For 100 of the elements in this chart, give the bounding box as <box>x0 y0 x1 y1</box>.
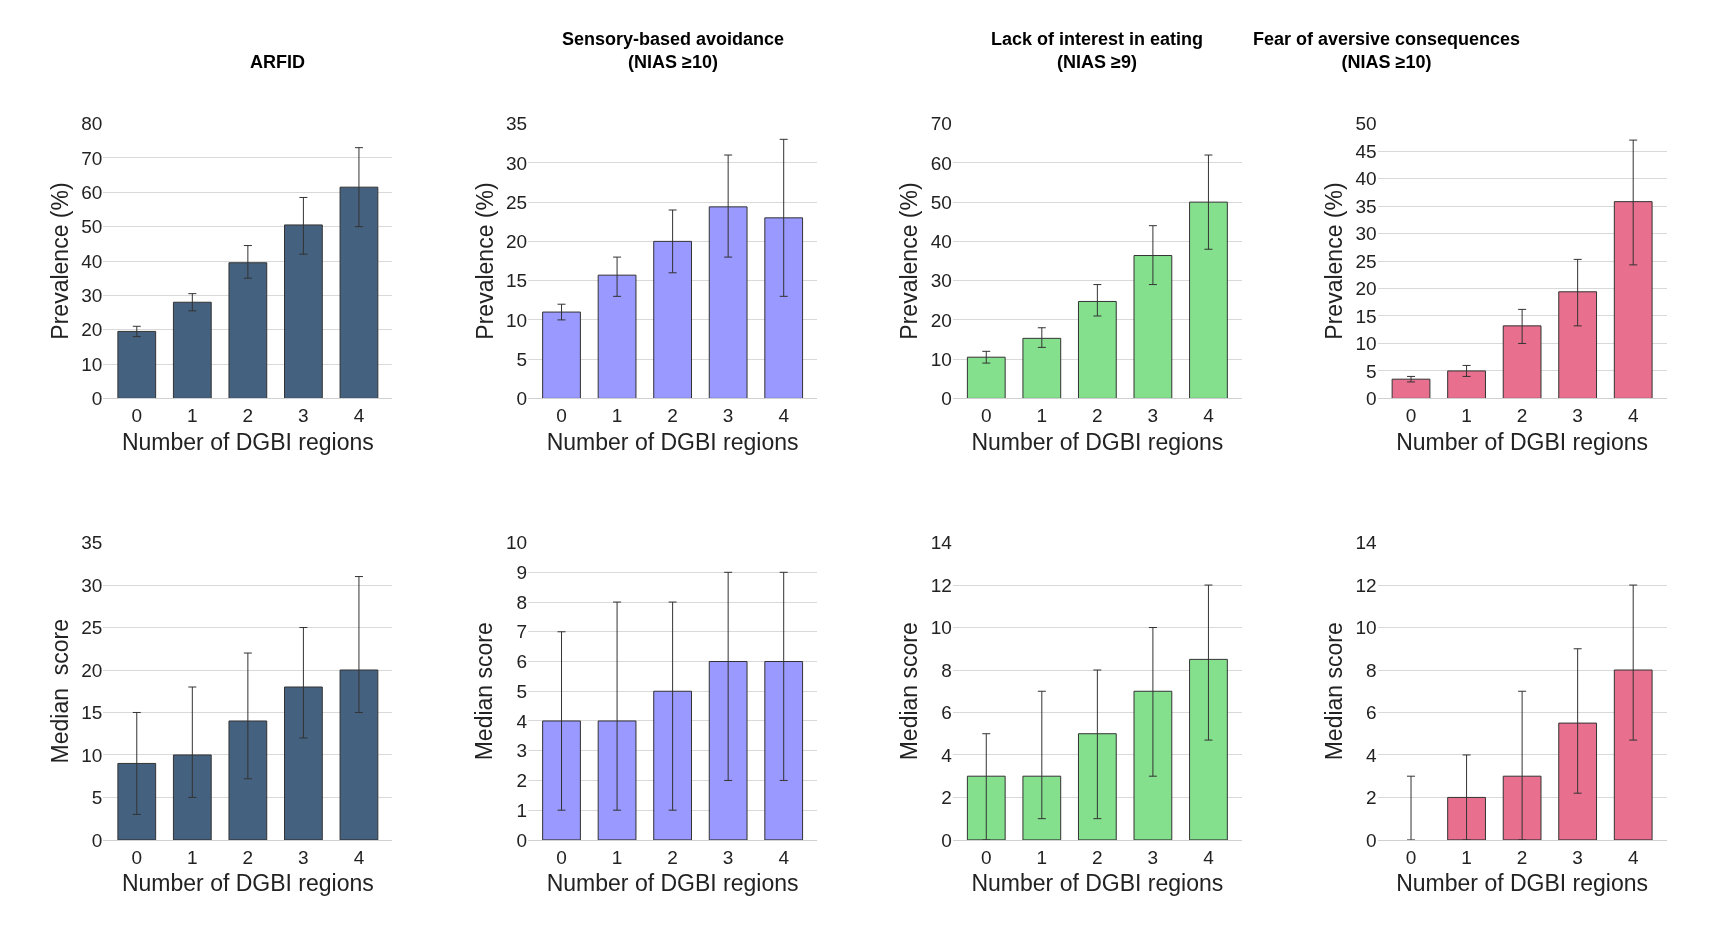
x-tick-label: 0 <box>131 846 143 868</box>
y-tick-label: 30 <box>930 270 952 292</box>
y-tick-label: 12 <box>1355 574 1377 596</box>
y-tick-label: 30 <box>81 574 103 596</box>
x-tick-label: 4 <box>1203 405 1215 427</box>
x-tick-label: 4 <box>1627 405 1639 427</box>
x-tick-label: 0 <box>556 846 567 868</box>
x-axis-title: Number of DGBI regions <box>1396 428 1649 455</box>
y-axis-title: Prevalence (%) <box>1321 182 1347 340</box>
y-tick-label: 35 <box>506 113 528 135</box>
x-tick-label: 4 <box>353 846 365 868</box>
x-tick-label: 4 <box>1627 846 1639 868</box>
x-axis-title: Number of DGBI regions <box>121 428 374 455</box>
y-tick-label: 7 <box>516 621 528 643</box>
x-tick-label: 3 <box>722 846 734 868</box>
x-tick-label: 0 <box>556 405 567 427</box>
x-tick-label: 2 <box>1092 405 1103 427</box>
x-tick-label: 4 <box>353 405 365 427</box>
x-tick-label: 1 <box>187 405 198 427</box>
y-axis-title: Median score <box>471 622 498 761</box>
y-tick-label: 30 <box>1355 223 1377 245</box>
x-tick-label: 2 <box>242 405 254 427</box>
y-tick-label: 30 <box>81 285 103 307</box>
x-tick-label: 0 <box>980 846 992 868</box>
y-tick-label: 25 <box>81 617 103 639</box>
y-tick-label: 70 <box>930 113 952 135</box>
y-tick-label: 5 <box>1366 360 1377 382</box>
x-tick-label: 3 <box>298 405 309 427</box>
y-tick-label: 10 <box>81 744 103 766</box>
y-tick-label: 14 <box>930 532 953 554</box>
y-axis-title: Median score <box>46 619 73 764</box>
y-tick-label: 40 <box>930 231 952 253</box>
bar <box>1391 378 1431 399</box>
y-axis-title: Prevalence (%) <box>46 182 73 340</box>
y-tick-label: 2 <box>1366 787 1377 809</box>
y-tick-label: 50 <box>81 216 103 238</box>
x-tick-label: 2 <box>1092 846 1103 868</box>
y-tick-label: 9 <box>516 561 528 583</box>
x-axis-title: Number of DGBI regions <box>546 428 799 455</box>
y-tick-label: 35 <box>81 532 103 554</box>
y-tick-label: 70 <box>81 147 103 169</box>
x-axis-title: Number of DGBI regions <box>971 428 1224 455</box>
y-tick-label: 45 <box>1355 140 1377 162</box>
y-tick-label: 25 <box>506 191 528 213</box>
x-tick-label: 3 <box>1147 405 1159 427</box>
y-tick-label: 40 <box>1355 168 1377 190</box>
y-tick-label: 10 <box>506 309 528 331</box>
y-tick-label: 20 <box>81 659 103 681</box>
y-axis-title: Prevalence (%) <box>896 182 923 340</box>
x-tick-label: 1 <box>611 405 623 427</box>
x-tick-label: 4 <box>1203 846 1215 868</box>
y-tick-label: 20 <box>506 231 528 253</box>
y-tick-label: 20 <box>930 309 952 331</box>
y-tick-label: 12 <box>930 574 952 596</box>
y-tick-label: 5 <box>516 680 528 702</box>
y-tick-label: 40 <box>81 250 103 272</box>
chart-title: ARFID <box>250 52 305 72</box>
x-tick-label: 0 <box>1405 846 1417 868</box>
x-tick-label: 4 <box>778 405 790 427</box>
y-tick-label: 50 <box>930 191 952 213</box>
x-tick-label: 0 <box>980 405 992 427</box>
x-tick-label: 3 <box>298 846 309 868</box>
x-tick-label: 3 <box>1147 846 1159 868</box>
y-tick-label: 4 <box>941 744 953 766</box>
x-tick-label: 2 <box>1516 846 1528 868</box>
chart-title: Lack of interest in eating (NIAS ≥9) <box>991 29 1204 73</box>
y-tick-label: 0 <box>941 388 952 410</box>
x-tick-label: 3 <box>722 405 734 427</box>
x-tick-label: 2 <box>667 846 678 868</box>
y-tick-label: 50 <box>1355 113 1377 135</box>
x-tick-label: 1 <box>1036 405 1048 427</box>
y-tick-label: 10 <box>1355 617 1377 639</box>
y-tick-label: 4 <box>1366 744 1378 766</box>
x-tick-label: 1 <box>1036 846 1048 868</box>
y-tick-label: 0 <box>91 829 103 851</box>
x-tick-label: 0 <box>131 405 143 427</box>
y-tick-label: 10 <box>81 353 103 375</box>
y-tick-label: 60 <box>81 181 103 203</box>
y-tick-label: 0 <box>1366 829 1377 851</box>
y-tick-label: 10 <box>930 617 952 639</box>
x-axis-title: Number of DGBI regions <box>1396 870 1649 897</box>
y-tick-label: 25 <box>1355 250 1377 272</box>
y-axis-title: Prevalence (%) <box>471 182 498 340</box>
y-tick-label: 14 <box>1355 532 1378 554</box>
y-tick-label: 5 <box>516 348 528 370</box>
x-tick-label: 0 <box>1405 405 1417 427</box>
x-tick-label: 1 <box>1461 846 1472 868</box>
y-tick-label: 5 <box>91 787 103 809</box>
y-tick-label: 6 <box>1366 702 1377 724</box>
x-tick-label: 2 <box>242 846 254 868</box>
x-tick-label: 3 <box>1572 405 1583 427</box>
y-tick-label: 10 <box>1355 333 1377 355</box>
x-tick-label: 2 <box>1516 405 1528 427</box>
y-tick-label: 20 <box>81 319 103 341</box>
y-tick-label: 60 <box>930 152 952 174</box>
y-tick-label: 15 <box>1355 305 1377 327</box>
x-tick-label: 3 <box>1572 846 1583 868</box>
x-axis-title: Number of DGBI regions <box>546 870 799 897</box>
y-tick-label: 6 <box>516 651 528 673</box>
chart-title: Sensory-based avoidance (NIAS ≥10) <box>562 29 785 73</box>
